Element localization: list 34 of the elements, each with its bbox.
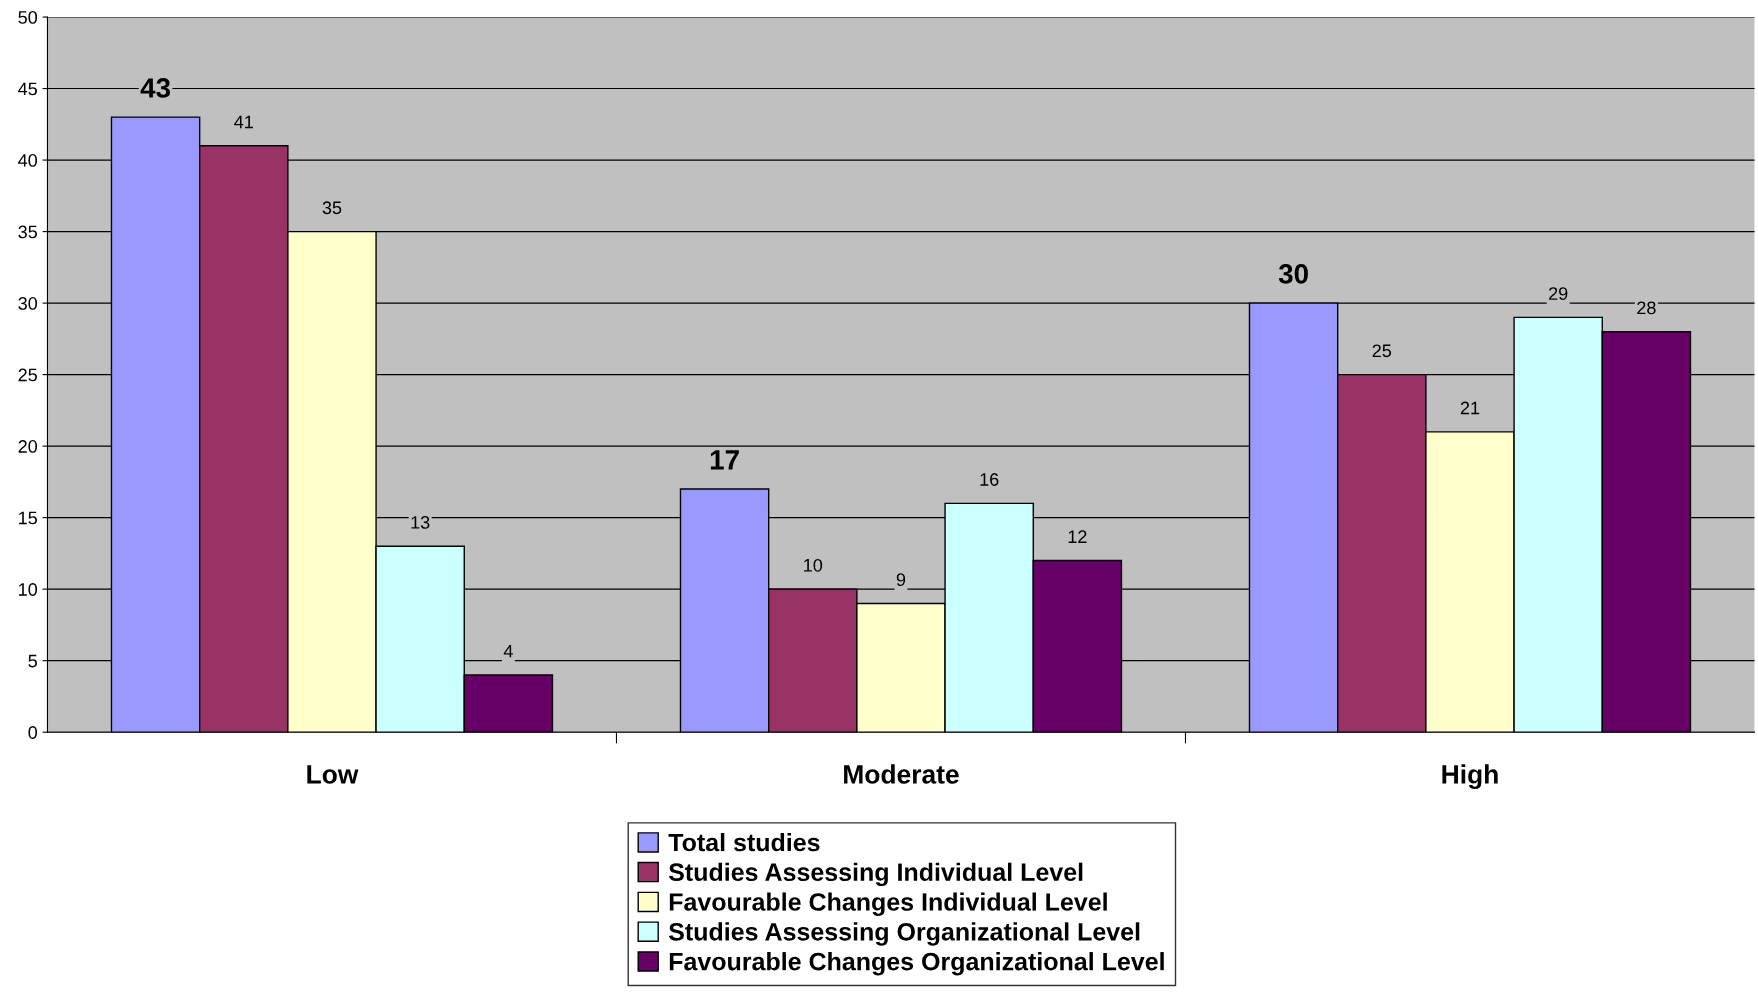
y-tick-label: 40 — [18, 154, 38, 167]
data-label: 21 — [1460, 401, 1480, 415]
data-label: 10 — [804, 558, 823, 572]
legend-label: Favourable Changes Organizational Level — [669, 952, 1164, 976]
data-label: 25 — [1372, 344, 1392, 358]
data-label: 43 — [140, 78, 171, 98]
data-label: 4 — [503, 644, 513, 658]
data-label: 41 — [234, 115, 253, 129]
y-tick-label: 20 — [18, 440, 38, 453]
data-label: 17 — [710, 450, 739, 470]
x-tick-label: Moderate — [844, 764, 959, 784]
legend-label: Studies Assessing Individual Level — [668, 862, 1083, 887]
y-tick-label: 50 — [18, 10, 38, 24]
y-tick-label: 30 — [18, 297, 38, 310]
x-tick-label: Low — [307, 765, 359, 784]
y-tick-label: 35 — [18, 225, 37, 239]
data-label: 28 — [1637, 301, 1656, 315]
y-tick-label: 10 — [19, 583, 38, 596]
data-label: 12 — [1068, 530, 1087, 543]
legend-label: Studies Assessing Organizational Level — [668, 922, 1140, 946]
legend-label: Total studies — [668, 832, 820, 852]
y-tick-label: 25 — [18, 368, 37, 382]
data-label: 9 — [896, 573, 906, 587]
data-label: 35 — [322, 201, 342, 215]
y-tick-label: 5 — [28, 654, 37, 668]
data-label: 29 — [1549, 287, 1568, 300]
y-tick-label: 45 — [18, 82, 37, 96]
legend-label: Favourable Changes Individual Level — [669, 892, 1107, 916]
y-tick-label: 15 — [19, 511, 37, 525]
data-label: 16 — [980, 473, 999, 486]
x-tick-label: High — [1442, 764, 1498, 790]
y-tick-label: 0 — [28, 726, 38, 739]
data-label: 30 — [1278, 264, 1308, 284]
data-label: 13 — [411, 516, 430, 529]
